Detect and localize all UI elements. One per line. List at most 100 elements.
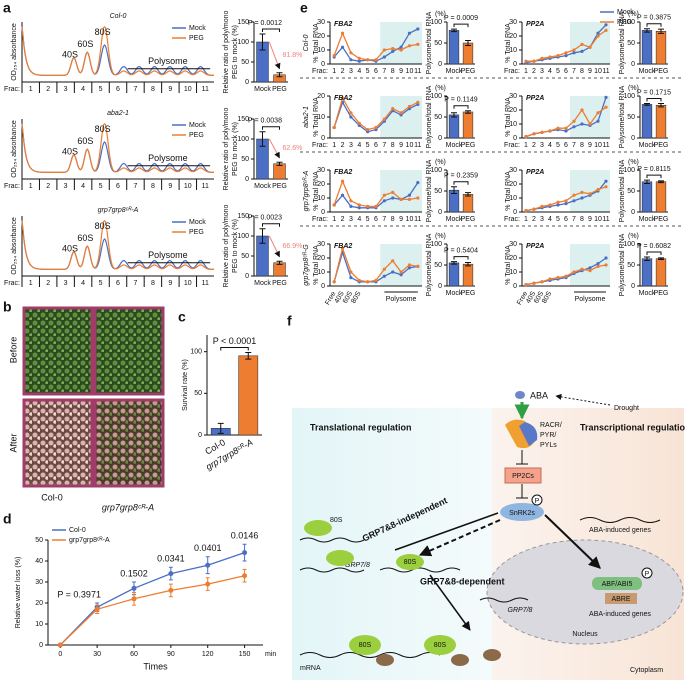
panel-letters: a b c d e f xyxy=(3,0,308,527)
x-tick-label: 8 xyxy=(151,86,155,93)
x-tick-label: 4 xyxy=(548,142,552,149)
p-label: 0.1502 xyxy=(120,568,148,578)
y-tick-label: 0 xyxy=(39,642,43,649)
polysome-label: Polysome xyxy=(148,153,188,163)
p-bracket xyxy=(646,251,662,256)
point xyxy=(391,49,395,54)
x-tick-label: 7 xyxy=(382,216,386,223)
error-bar xyxy=(644,256,650,261)
error-bar xyxy=(95,604,100,614)
x-tick-label: 5 xyxy=(556,68,560,75)
point xyxy=(532,59,536,63)
error-bar xyxy=(276,72,283,78)
phospho xyxy=(641,567,653,579)
profile-curve xyxy=(21,26,215,76)
point xyxy=(357,59,361,63)
p-bracket xyxy=(453,105,469,109)
y-tick-label: 10 xyxy=(35,621,43,628)
y-tick-label: 100 xyxy=(237,39,249,46)
y-tick-label: 30 xyxy=(317,241,325,248)
point xyxy=(580,42,584,47)
x-tick-label: 3 xyxy=(540,216,544,223)
error-bar xyxy=(451,28,457,33)
polysome-label: Polysome xyxy=(148,250,188,260)
x-tick-label: 8 xyxy=(580,216,584,223)
y-tick-label: 0 xyxy=(631,283,635,290)
point xyxy=(572,270,576,274)
x-tick-label: 1 xyxy=(29,183,33,190)
x-tick-label: 5 xyxy=(99,280,103,287)
x-tick-label: 6 xyxy=(116,183,120,190)
y-tick-label: 50 xyxy=(434,114,442,121)
point xyxy=(604,23,608,27)
row-label: aba2-1 xyxy=(303,106,310,128)
point xyxy=(374,278,378,282)
chart-title: PP2A xyxy=(526,243,544,250)
x-tick-label: 5 xyxy=(366,68,370,75)
legend-label: Col-0 xyxy=(69,527,86,534)
polysome-label: Polysome xyxy=(575,296,606,303)
point xyxy=(391,270,395,274)
bar xyxy=(448,30,460,65)
y-tick-label: 100 xyxy=(430,241,442,248)
y-axis-label: PEG to mock (%) xyxy=(232,25,239,79)
y-axis-label: PEG to mock (%) xyxy=(232,219,239,273)
ribosome-label: 80S xyxy=(330,517,343,524)
error-bar xyxy=(451,186,457,195)
point xyxy=(382,267,386,271)
point xyxy=(564,126,568,130)
point xyxy=(399,48,403,52)
pp2c-label: PP2Cs xyxy=(512,473,534,480)
x-tick-label: 11 xyxy=(202,280,209,287)
legend-label: PEG xyxy=(189,229,204,236)
inhibit xyxy=(394,512,499,551)
y-tick-label: 150 xyxy=(237,116,249,123)
x-tick-label: 2 xyxy=(341,142,345,149)
x-axis-label: Times xyxy=(143,661,168,671)
p-label: P = 0.3971 xyxy=(57,589,101,599)
x-tick-label: 3 xyxy=(64,183,68,190)
y-tick-label: 30 xyxy=(509,167,517,174)
x-tick-label: Mock xyxy=(639,142,656,149)
y-tick-label: 0 xyxy=(438,61,442,68)
error-bar xyxy=(658,257,664,261)
x-tick-label: 9 xyxy=(168,280,172,287)
cytoplasm-left xyxy=(292,408,492,680)
point xyxy=(407,104,412,109)
x-tick-label: 5 xyxy=(366,216,370,223)
y-unit: (%) xyxy=(628,159,639,166)
peak-label: 40S xyxy=(62,243,78,253)
x-tick-label: 4 xyxy=(357,68,361,75)
point xyxy=(556,276,560,280)
y-unit: (%) xyxy=(435,159,446,166)
x-tick-label: 11 xyxy=(414,216,421,223)
panel-letter: c xyxy=(178,309,186,325)
point xyxy=(399,270,403,274)
y-axis-label: OD₂₅₄ absorbance xyxy=(11,120,18,178)
y-unit: (%) xyxy=(628,11,639,18)
x-tick-label: 11 xyxy=(602,216,609,223)
receptor-label: PYR/ xyxy=(540,432,556,439)
x-tick-label: 6 xyxy=(564,142,568,149)
x-tick-label: 5 xyxy=(99,86,103,93)
y-tick-label: 100 xyxy=(430,93,442,100)
error-bar xyxy=(245,352,252,360)
section-title: Transcriptional regulation xyxy=(580,422,685,432)
x-tick-label: 8 xyxy=(580,68,584,75)
point xyxy=(407,44,412,48)
x-tick-label: Mock xyxy=(446,216,463,223)
bar xyxy=(462,263,474,287)
point xyxy=(407,266,412,270)
p-bracket xyxy=(646,98,662,102)
error-bar xyxy=(465,192,471,197)
point xyxy=(540,204,544,208)
x-tick-label: 2 xyxy=(341,216,345,223)
y-tick-label: 0 xyxy=(631,209,635,216)
error-bar xyxy=(276,161,283,166)
point xyxy=(416,181,420,185)
p-bracket xyxy=(262,28,280,32)
point xyxy=(349,58,353,62)
point xyxy=(340,179,345,183)
p-value: P = 0.0012 xyxy=(248,20,282,27)
